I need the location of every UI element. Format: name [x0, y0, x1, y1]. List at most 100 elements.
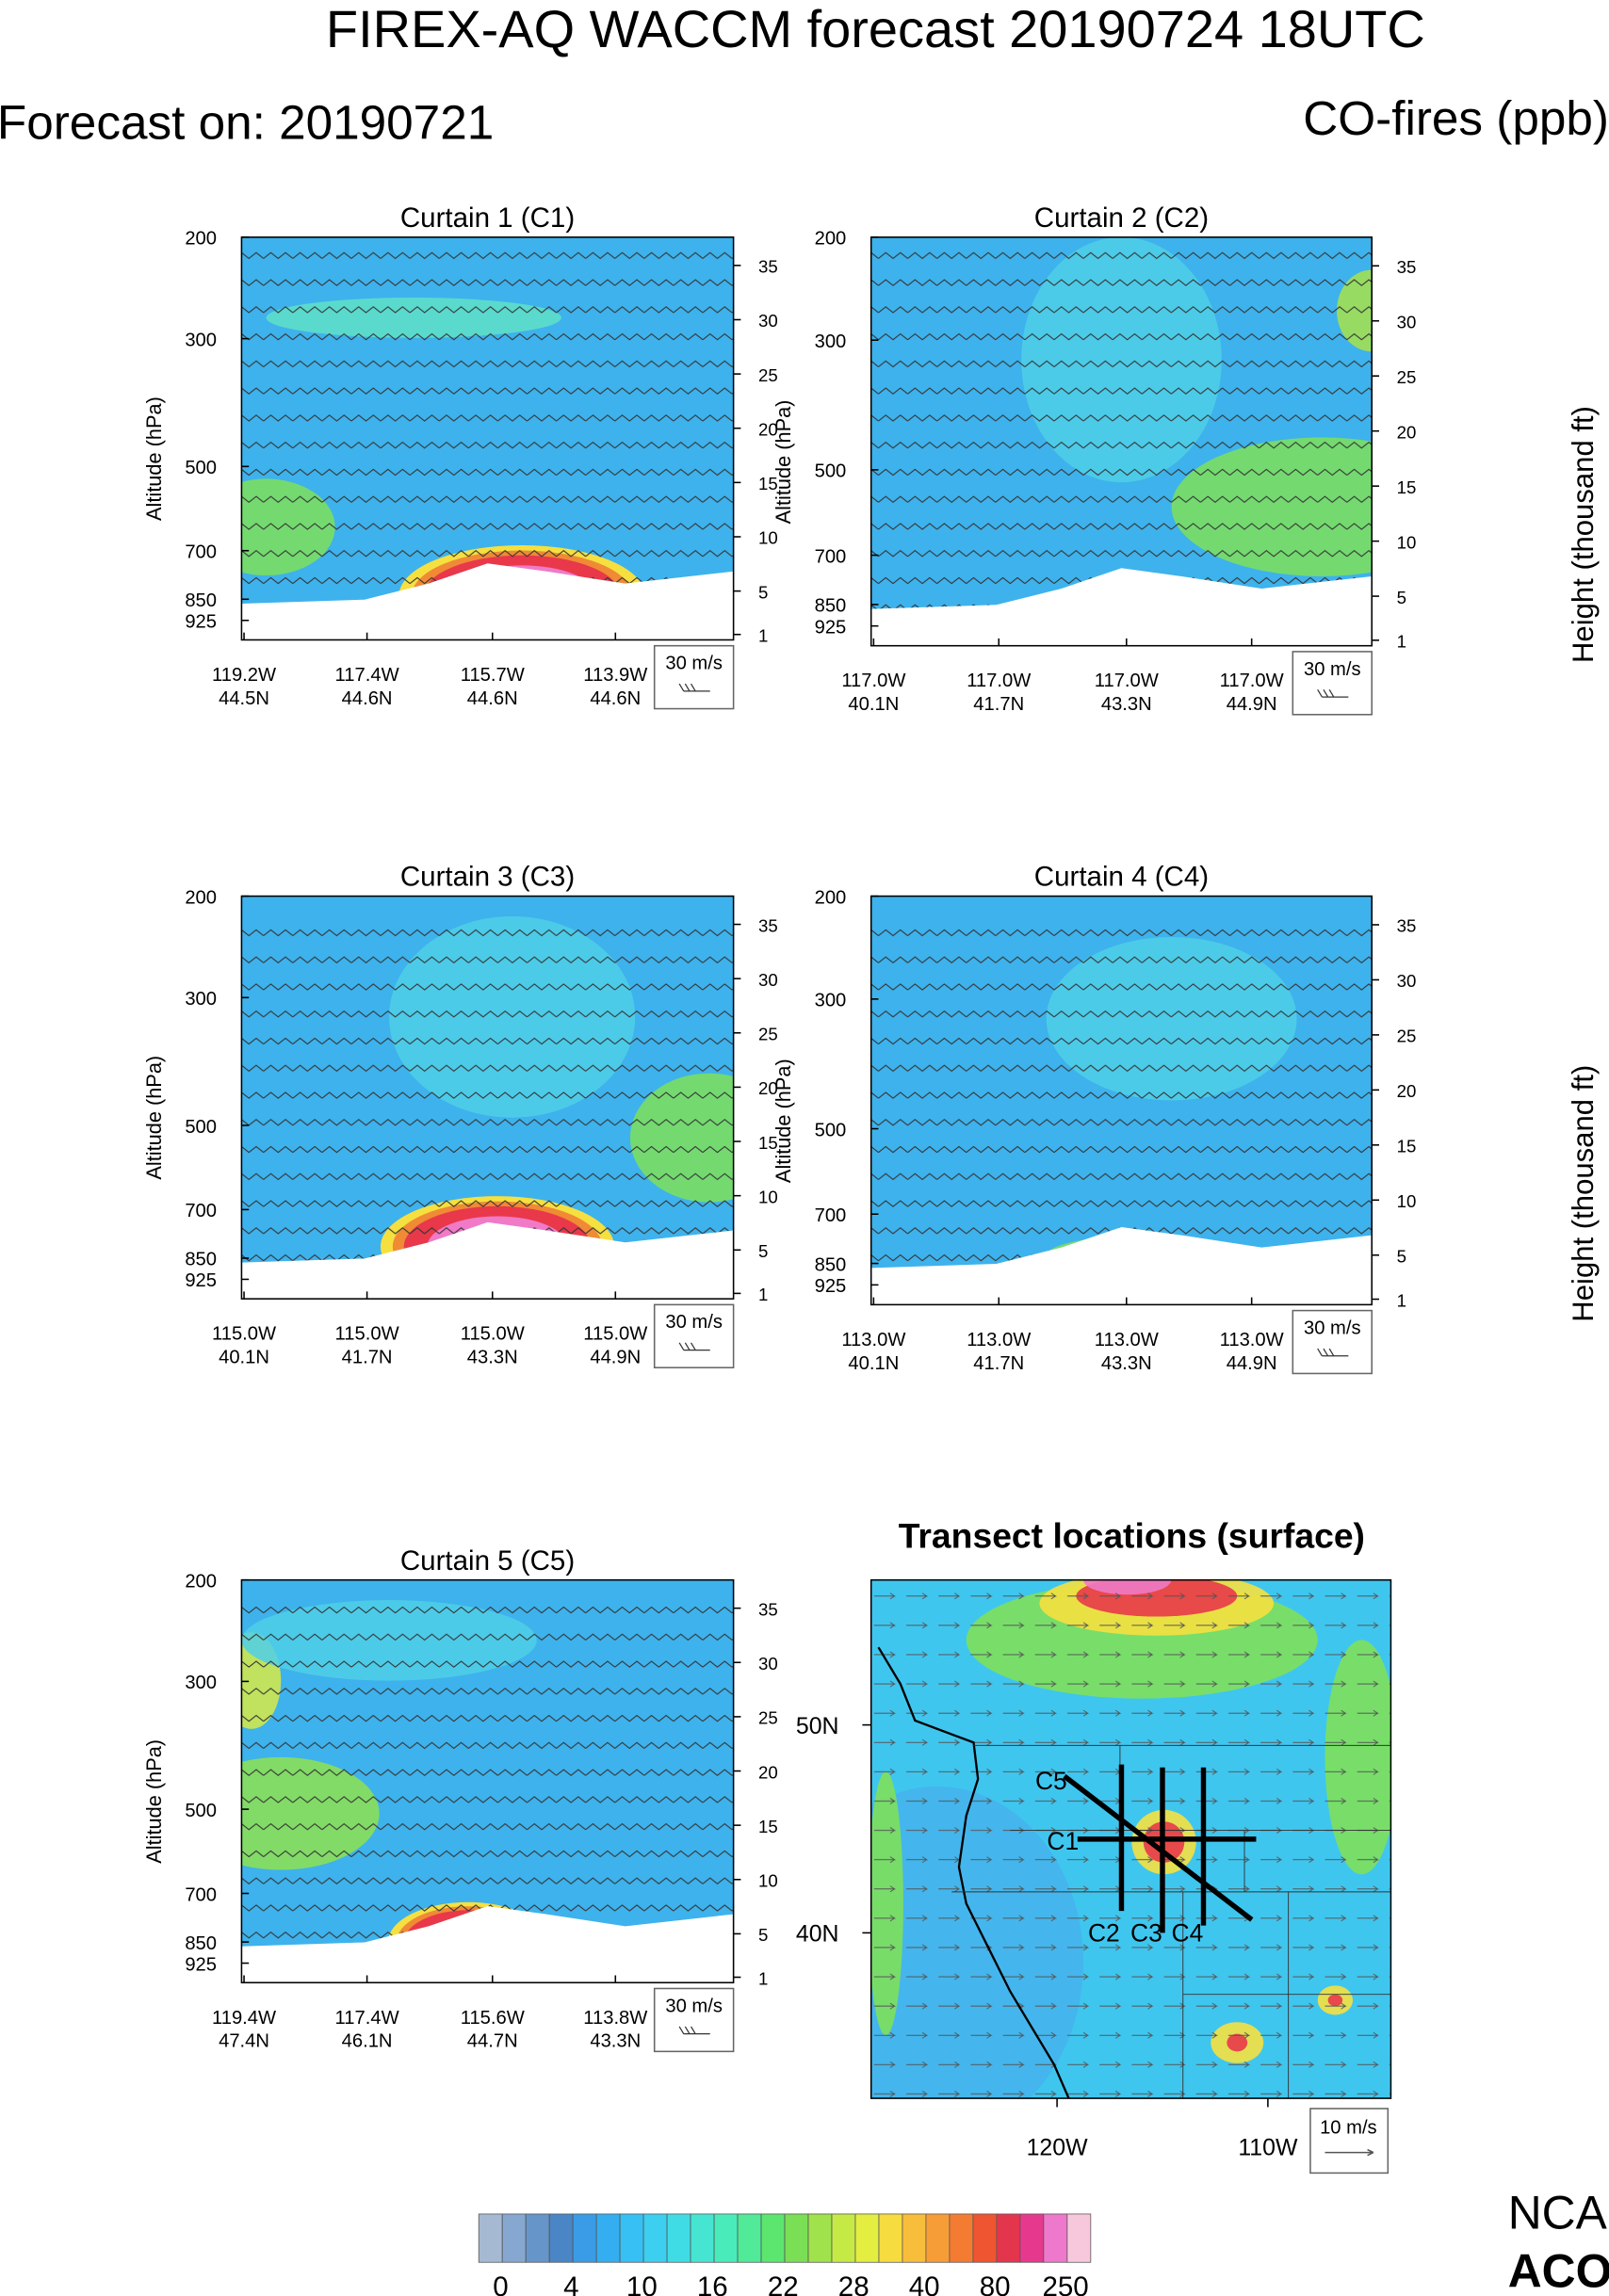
colorbar-box — [996, 2213, 1021, 2263]
colorbar-label: 80 — [980, 2272, 1011, 2296]
colorbar-box — [642, 2213, 668, 2263]
frame — [870, 236, 1373, 647]
x-tick-label: 113.0W — [841, 1330, 905, 1350]
y2-tick-label: 1 — [1397, 632, 1406, 652]
y2-tick-label: 10 — [1397, 1191, 1417, 1211]
height-axis-label: Height (thousand ft) — [1567, 406, 1600, 663]
y2-tick-label: 25 — [758, 1708, 778, 1728]
wind-legend: 30 m/s — [1304, 1318, 1361, 1338]
x-tick-label: 44.6N — [467, 688, 518, 709]
x-tick-label: 44.6N — [342, 688, 393, 709]
y-tick-label: 200 — [815, 229, 847, 250]
colorbar-box — [666, 2213, 691, 2263]
y2-tick-label: 15 — [1397, 477, 1417, 497]
y-tick-label: 700 — [185, 542, 217, 562]
colorbar-box — [525, 2213, 550, 2263]
y2-tick-label: 1 — [758, 1285, 768, 1304]
wind-legend-box — [653, 644, 735, 710]
terrain — [241, 1221, 734, 1300]
x-tick-label: 41.7N — [973, 694, 1024, 715]
colorbar-box — [572, 2213, 597, 2263]
y-tick-label: 925 — [185, 1954, 217, 1975]
x-tick-label: 115.0W — [461, 1324, 525, 1345]
y2-tick-label: 5 — [1397, 588, 1406, 607]
colorbar-box — [595, 2213, 621, 2263]
y-tick-label: 850 — [185, 1250, 217, 1270]
x-tick-label: 113.0W — [1220, 1330, 1284, 1350]
y-tick-label: 500 — [815, 1120, 847, 1140]
terrain — [241, 563, 734, 640]
x-tick-label: 117.0W — [967, 671, 1031, 691]
forecast-date: Forecast on: 20190721 — [0, 96, 494, 150]
y-axis-label: Altitude (hPa) — [142, 396, 166, 521]
y2-tick-label: 10 — [1397, 532, 1417, 552]
x-tick-label: 41.7N — [342, 1348, 393, 1368]
x-tick-label: 44.9N — [1227, 694, 1277, 715]
colorbar-box — [548, 2213, 574, 2263]
variable-label: CO-fires (ppb) — [1303, 91, 1609, 145]
curtain-plot — [870, 236, 1373, 646]
transect-label: C4 — [1172, 1919, 1204, 1948]
coastline — [877, 1646, 1070, 2099]
y2-tick-label: 5 — [1397, 1247, 1406, 1267]
y2-tick-label: 25 — [758, 1025, 778, 1044]
transect-label: C2 — [1088, 1919, 1120, 1948]
y2-tick-label: 35 — [1397, 257, 1417, 277]
y-tick-label: 500 — [185, 458, 217, 478]
height-axis-label: Height (thousand ft) — [1567, 1065, 1600, 1322]
x-tick-label: 43.3N — [1101, 694, 1152, 715]
y2-tick-label: 15 — [758, 1133, 778, 1153]
x-tick-label: 47.4N — [219, 2031, 269, 2052]
transect-label: C1 — [1047, 1827, 1079, 1855]
y2-tick-label: 15 — [1397, 1137, 1417, 1156]
colorbar-label: 250 — [1042, 2272, 1088, 2296]
x-tick-label: 115.0W — [335, 1324, 399, 1345]
y-tick-label: 500 — [815, 461, 847, 482]
y2-tick-label: 30 — [758, 1654, 778, 1673]
y-tick-label: 300 — [815, 331, 847, 352]
colorbar-box — [690, 2213, 715, 2263]
y-tick-label: 300 — [185, 330, 217, 350]
y-tick-label: 850 — [185, 590, 217, 611]
y-tick-label: 850 — [815, 596, 847, 617]
colorbar-label: 4 — [563, 2272, 578, 2296]
x-tick-label: 44.9N — [1227, 1353, 1277, 1374]
map-title: Transect locations (surface) — [899, 1515, 1365, 1555]
x-tick-label: 113.8W — [583, 2008, 647, 2029]
colorbar-box — [807, 2213, 833, 2263]
colorbar-box — [737, 2213, 762, 2263]
y-axis-label: Altitude (hPa) — [772, 400, 795, 525]
colorbar-box — [478, 2213, 503, 2263]
curtain-plot — [241, 236, 734, 640]
y-tick-label: 850 — [815, 1254, 847, 1275]
lat-label: 40N — [796, 1921, 839, 1948]
transect-label: C3 — [1130, 1919, 1162, 1948]
y2-tick-label: 25 — [1397, 367, 1417, 387]
y-tick-label: 200 — [185, 229, 217, 250]
y2-tick-label: 20 — [758, 1762, 778, 1782]
terrain — [870, 568, 1373, 646]
y2-tick-label: 10 — [758, 528, 778, 548]
y2-tick-label: 1 — [758, 625, 768, 645]
curtain-title: Curtain 1 (C1) — [400, 202, 575, 234]
y2-tick-label: 20 — [1397, 422, 1417, 442]
terrain — [241, 1906, 734, 1983]
y-axis-label: Altitude (hPa) — [772, 1059, 795, 1183]
y-axis-label: Altitude (hPa) — [142, 1056, 166, 1180]
lat-label: 50N — [796, 1713, 839, 1739]
y2-tick-label: 30 — [758, 311, 778, 331]
wind-legend: 30 m/s — [1304, 659, 1361, 680]
y2-tick-label: 30 — [758, 970, 778, 990]
legend-barb — [678, 1342, 710, 1351]
wind-legend: 30 m/s — [665, 654, 723, 674]
colorbar-box — [784, 2213, 809, 2263]
x-tick-label: 43.3N — [467, 1348, 518, 1368]
y2-tick-label: 20 — [758, 1078, 778, 1098]
x-tick-label: 113.0W — [967, 1330, 1031, 1350]
y-tick-label: 850 — [185, 1933, 217, 1954]
map-legend-box — [1309, 2108, 1390, 2175]
y-tick-label: 500 — [185, 1117, 217, 1138]
y2-tick-label: 10 — [758, 1187, 778, 1206]
legend-arrow — [1325, 2148, 1374, 2157]
